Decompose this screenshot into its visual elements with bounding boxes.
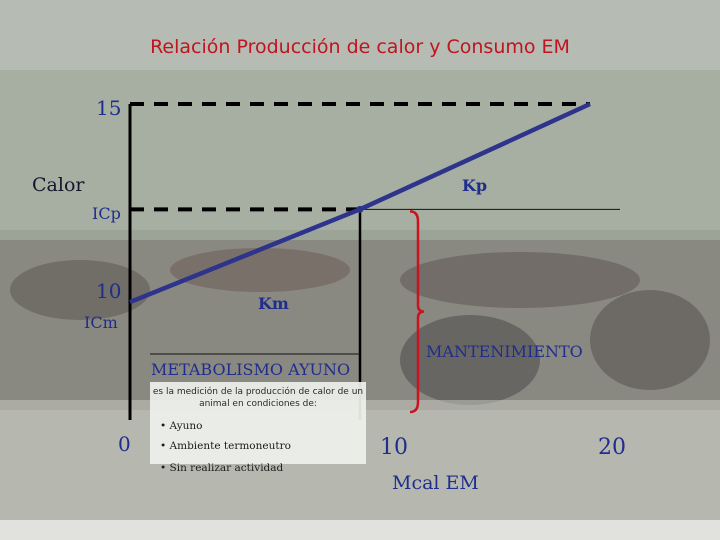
note-item-ambiente: • Ambiente termoneutro [160, 440, 291, 452]
y-axis-label: Calor [32, 174, 85, 196]
label-icp: ICp [92, 204, 121, 223]
y-tick-15: 15 [96, 96, 122, 120]
x-axis-label: Mcal EM [392, 472, 479, 494]
y-tick-0: 0 [118, 432, 131, 456]
mantenimiento-brace [409, 210, 425, 414]
page-title: Relación Producción de calor y Consumo E… [150, 36, 570, 58]
label-kp: Kp [462, 176, 488, 195]
series-point-breakpoint [356, 205, 364, 213]
x-tick-20: 20 [598, 435, 626, 460]
note-item-ayuno: • Ayuno [160, 420, 203, 432]
label-km: Km [258, 294, 289, 313]
fasting-metabolism-note: es la medición de la producción de calor… [150, 382, 366, 474]
note-item-actividad: • Sin realizar actividad [160, 462, 284, 474]
label-icm: ICm [84, 313, 118, 332]
x-tick-10: 10 [380, 435, 408, 460]
label-metabolismo-ayuno: METABOLISMO AYUNO [151, 360, 351, 379]
y-tick-10: 10 [96, 279, 122, 303]
label-mantenimiento: MANTENIMIENTO [426, 342, 583, 361]
note-description: es la medición de la producción de calor… [152, 387, 364, 409]
